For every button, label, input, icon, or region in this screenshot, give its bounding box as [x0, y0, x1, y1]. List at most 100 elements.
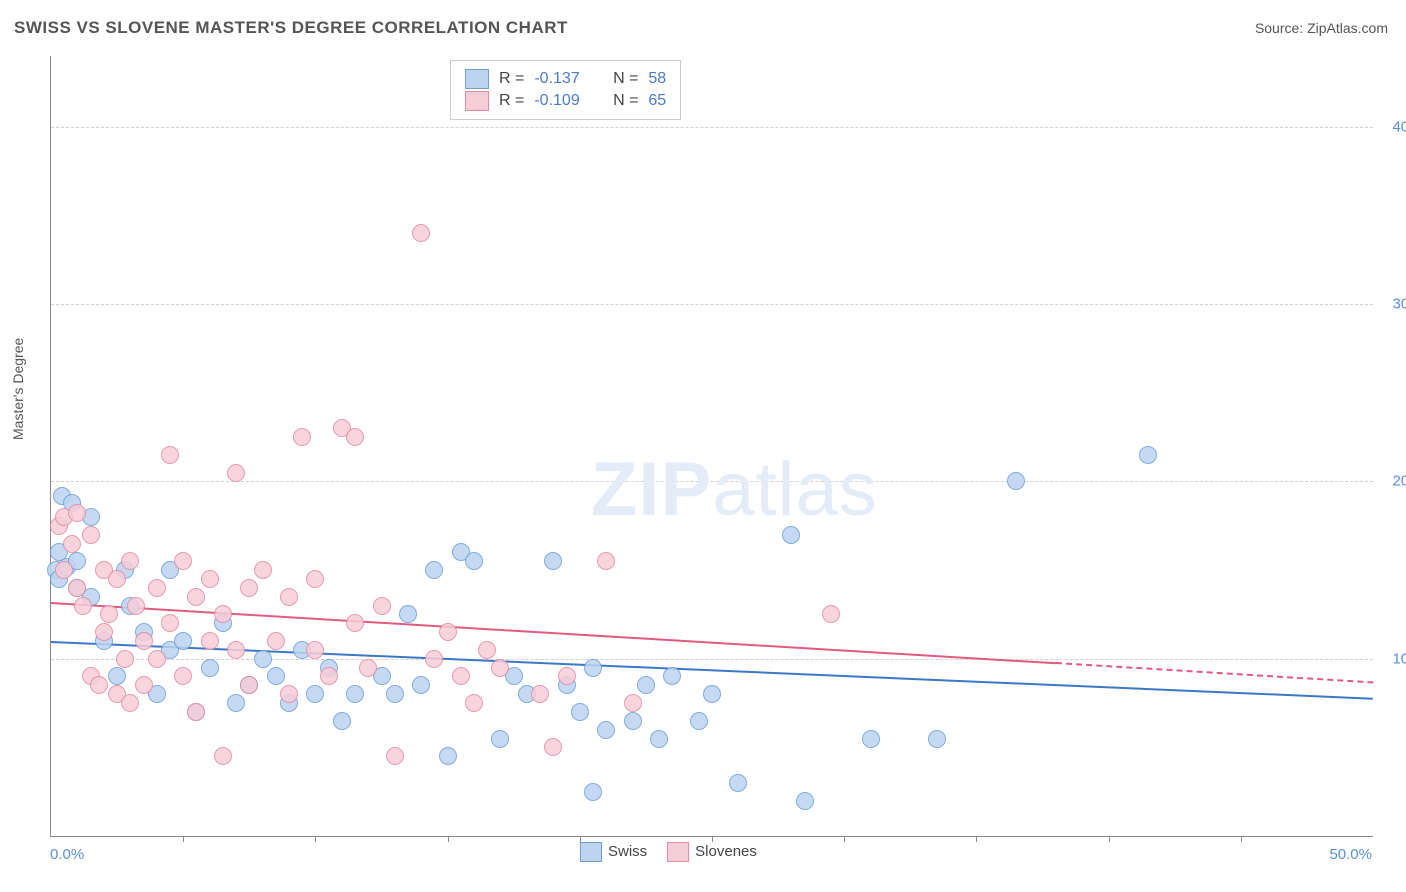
data-point-slovenes [68, 579, 86, 597]
watermark-light: atlas [712, 447, 878, 532]
data-point-swiss [346, 685, 364, 703]
data-point-swiss [491, 730, 509, 748]
x-tick [183, 836, 184, 842]
legend-row: R = -0.137 N = 58 [465, 69, 666, 89]
x-tick [315, 836, 316, 842]
data-point-slovenes [227, 464, 245, 482]
data-point-slovenes [121, 552, 139, 570]
x-tick [1109, 836, 1110, 842]
x-axis-min-label: 0.0% [50, 846, 84, 863]
data-point-swiss [108, 667, 126, 685]
data-point-slovenes [74, 597, 92, 615]
data-point-slovenes [227, 641, 245, 659]
y-tick-label: 10.0% [1392, 650, 1406, 667]
data-point-slovenes [90, 676, 108, 694]
data-point-swiss [928, 730, 946, 748]
legend-row: R = -0.109 N = 65 [465, 91, 666, 111]
legend-item: Swiss [580, 842, 647, 862]
data-point-swiss [729, 774, 747, 792]
data-point-swiss [624, 712, 642, 730]
x-tick [976, 836, 977, 842]
data-point-slovenes [135, 632, 153, 650]
data-point-slovenes [624, 694, 642, 712]
y-tick-label: 30.0% [1392, 296, 1406, 313]
data-point-slovenes [135, 676, 153, 694]
data-point-slovenes [116, 650, 134, 668]
data-point-slovenes [280, 685, 298, 703]
series-legend: Swiss Slovenes [580, 842, 757, 862]
data-point-slovenes [161, 614, 179, 632]
source-link[interactable]: ZipAtlas.com [1307, 20, 1388, 36]
n-label: N = [613, 70, 638, 88]
chart-title: SWISS VS SLOVENE MASTER'S DEGREE CORRELA… [14, 18, 568, 38]
gridline [51, 304, 1373, 305]
r-label: R = [499, 92, 524, 110]
data-point-swiss [637, 676, 655, 694]
x-tick [1241, 836, 1242, 842]
data-point-slovenes [306, 641, 324, 659]
data-point-slovenes [187, 703, 205, 721]
correlation-legend: R = -0.137 N = 58R = -0.109 N = 65 [450, 60, 681, 120]
data-point-swiss [465, 552, 483, 570]
data-point-swiss [663, 667, 681, 685]
data-point-slovenes [240, 676, 258, 694]
legend-swatch [667, 842, 689, 862]
chart-plot-area: ZIPatlas 10.0%20.0%30.0%40.0% [50, 56, 1373, 837]
data-point-slovenes [108, 570, 126, 588]
gridline [51, 659, 1373, 660]
y-tick-label: 40.0% [1392, 118, 1406, 135]
n-value: 65 [648, 92, 666, 110]
data-point-swiss [597, 721, 615, 739]
watermark-bold: ZIP [591, 447, 712, 532]
data-point-slovenes [82, 526, 100, 544]
data-point-slovenes [439, 623, 457, 641]
data-point-slovenes [63, 535, 81, 553]
data-point-slovenes [267, 632, 285, 650]
data-point-swiss [782, 526, 800, 544]
source-label: Source: [1255, 20, 1307, 36]
r-value: -0.137 [534, 70, 579, 88]
data-point-slovenes [187, 588, 205, 606]
data-point-slovenes [68, 504, 86, 522]
data-point-slovenes [121, 694, 139, 712]
data-point-swiss [796, 792, 814, 810]
r-value: -0.109 [534, 92, 579, 110]
data-point-slovenes [148, 650, 166, 668]
data-point-slovenes [597, 552, 615, 570]
data-point-swiss [174, 632, 192, 650]
data-point-swiss [306, 685, 324, 703]
data-point-slovenes [452, 667, 470, 685]
y-axis-label: Master's Degree [10, 338, 26, 440]
gridline [51, 127, 1373, 128]
data-point-swiss [386, 685, 404, 703]
data-point-swiss [333, 712, 351, 730]
data-point-slovenes [254, 561, 272, 579]
data-point-slovenes [214, 747, 232, 765]
r-label: R = [499, 70, 524, 88]
data-point-slovenes [359, 659, 377, 677]
data-point-slovenes [55, 561, 73, 579]
n-value: 58 [648, 70, 666, 88]
data-point-slovenes [478, 641, 496, 659]
data-point-swiss [439, 747, 457, 765]
legend-label: Slovenes [695, 843, 757, 860]
data-point-slovenes [306, 570, 324, 588]
x-tick [844, 836, 845, 842]
data-point-slovenes [280, 588, 298, 606]
trend-line [1056, 662, 1373, 683]
data-point-swiss [862, 730, 880, 748]
data-point-slovenes [161, 446, 179, 464]
data-point-slovenes [174, 552, 192, 570]
data-point-slovenes [214, 605, 232, 623]
data-point-slovenes [346, 428, 364, 446]
n-label: N = [613, 92, 638, 110]
data-point-swiss [425, 561, 443, 579]
data-point-slovenes [465, 694, 483, 712]
legend-swatch [465, 91, 489, 111]
x-axis-max-label: 50.0% [1329, 846, 1372, 863]
data-point-swiss [227, 694, 245, 712]
data-point-swiss [1139, 446, 1157, 464]
x-tick [448, 836, 449, 842]
data-point-swiss [399, 605, 417, 623]
data-point-slovenes [148, 579, 166, 597]
